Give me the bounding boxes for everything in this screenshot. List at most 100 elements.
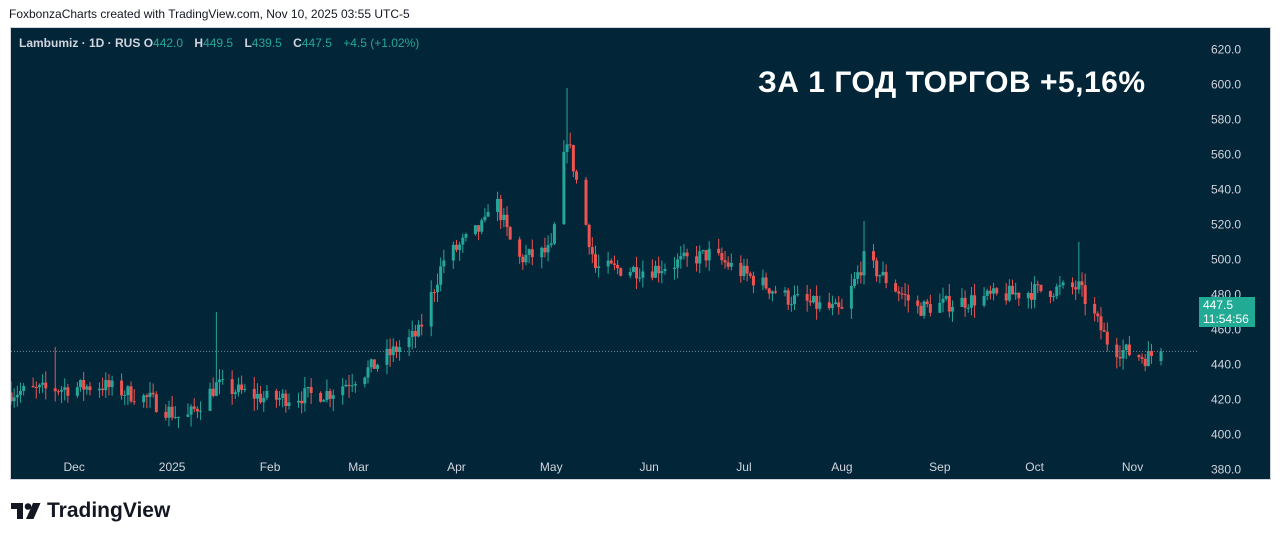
candle-body [154, 394, 158, 412]
candle-body [255, 393, 259, 399]
candle-body [363, 377, 367, 385]
candle-body [413, 330, 417, 337]
candle-body [436, 284, 440, 293]
candle-body [676, 259, 680, 268]
price-tick-label: 620.0 [1211, 43, 1241, 57]
candle-body [410, 330, 414, 338]
candle-body [451, 244, 455, 261]
high-value: 449.5 [203, 36, 234, 50]
candle-body [1055, 286, 1059, 297]
price-tick-label: 400.0 [1211, 428, 1241, 442]
candle-body [815, 295, 819, 309]
candle-body [834, 302, 838, 305]
candle-body [12, 397, 16, 402]
candle-body [966, 307, 970, 309]
time-tick-label: Nov [1122, 460, 1143, 474]
candle-body [1140, 357, 1144, 359]
candle-body [726, 262, 730, 267]
candle-body [1077, 281, 1081, 290]
candle-body [739, 262, 743, 277]
candle-body [543, 247, 547, 253]
candle-body [950, 306, 954, 312]
candle-body [259, 393, 263, 403]
candle-body [101, 388, 105, 391]
candle-body [897, 291, 901, 294]
candle-body [631, 267, 635, 272]
candle-body [505, 214, 509, 228]
candle-body [120, 380, 124, 396]
candle-body [729, 262, 733, 267]
candle-body [530, 249, 534, 258]
candle-body [995, 288, 999, 294]
candle-body [214, 382, 218, 396]
candle-body [15, 394, 19, 398]
candle-body [56, 391, 60, 393]
candle-body [862, 251, 866, 276]
time-tick-label: Oct [1025, 460, 1044, 474]
candle-body [900, 293, 904, 295]
candle-body [496, 198, 500, 212]
candle-body [394, 346, 398, 352]
open-label: O [143, 36, 154, 50]
candle-body [1121, 349, 1125, 359]
candle-body [947, 296, 951, 312]
candle-body [884, 271, 888, 284]
candle-body [944, 296, 948, 299]
candle-body [786, 290, 790, 305]
candle-body [353, 384, 357, 386]
price-tick-label: 440.0 [1211, 358, 1241, 372]
candle-body [281, 393, 285, 399]
candle-body [701, 250, 705, 252]
candlestick-chart[interactable]: 380.0400.0420.0440.0460.0480.0500.0520.0… [11, 28, 1270, 479]
candle-body [906, 294, 910, 301]
candle-body [827, 302, 831, 309]
close-label: C [293, 36, 302, 50]
candle-body [584, 179, 588, 225]
candle-body [1007, 285, 1011, 301]
candle-body [840, 307, 844, 309]
candle-body [593, 254, 597, 269]
chart-panel[interactable]: 380.0 400.0 420.0 440.0 460.0 480.0 500.0 520.0… [10, 27, 1271, 480]
candle-body [1036, 284, 1040, 286]
candle-body [609, 260, 613, 264]
price-tick-label: 380.0 [1211, 463, 1241, 477]
tradingview-logo[interactable]: TradingView [11, 499, 170, 523]
price-tick-label: 540.0 [1211, 183, 1241, 197]
candle-body [635, 267, 639, 279]
time-axis: Dec 2025 Feb Mar Apr May Jun Jul Aug Sep Oct Nov [64, 460, 1144, 474]
candle-body [208, 388, 212, 411]
candle-body [132, 401, 136, 403]
candle-body [1115, 344, 1119, 358]
candle-body [344, 384, 348, 387]
candle-body [793, 295, 797, 305]
open-value: 442.0 [153, 36, 184, 50]
candle-body [875, 260, 879, 277]
candle-body [297, 400, 300, 403]
low-value: 439.5 [251, 36, 282, 50]
candle-body [1011, 285, 1015, 295]
candle-body [1039, 284, 1043, 292]
candle-body [960, 297, 964, 307]
candle-body [717, 248, 721, 254]
price-tick-label: 520.0 [1211, 218, 1241, 232]
symbol-label[interactable]: Lambumiz · 1D · RUS [19, 36, 141, 50]
candle-body [1083, 285, 1087, 304]
candle-body [1017, 292, 1021, 299]
candle-body [480, 220, 484, 232]
candle-body [142, 395, 146, 403]
candle-body [306, 387, 310, 389]
candle-body [110, 380, 114, 388]
candle-body [199, 410, 203, 412]
candle-body [508, 227, 512, 240]
candle-body [969, 295, 973, 308]
candle-body [770, 291, 774, 294]
candle-body [300, 400, 304, 404]
candle-body [218, 379, 222, 383]
candle-body [477, 225, 481, 232]
candle-body [1074, 287, 1078, 290]
candle-body [366, 367, 370, 378]
candle-body [274, 390, 278, 400]
candle-body [151, 392, 155, 395]
candle-body [429, 292, 433, 327]
candle-body [85, 386, 89, 390]
